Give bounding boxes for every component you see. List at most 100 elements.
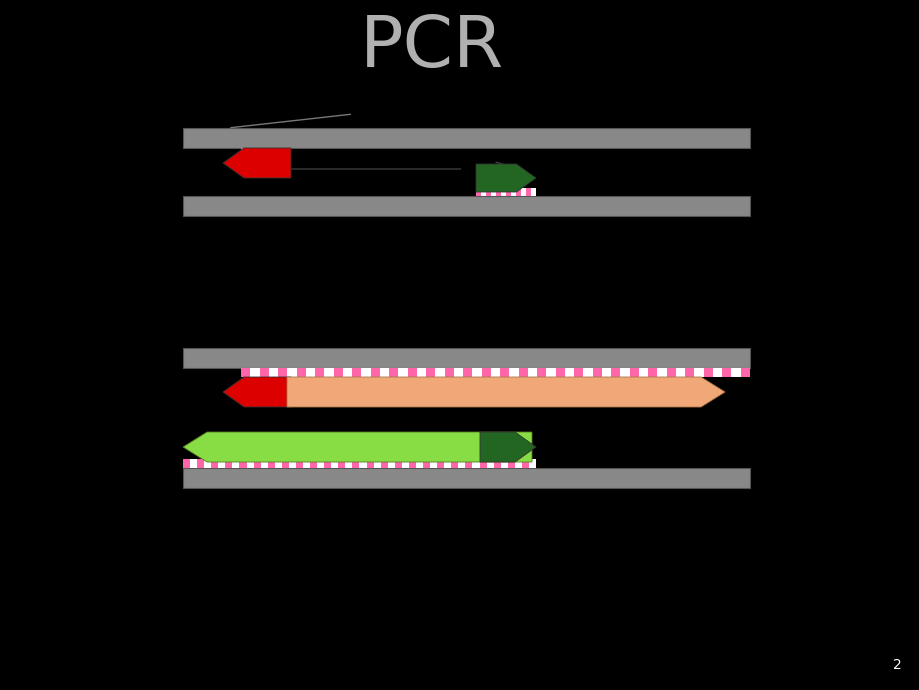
Text: 2: 2 [892, 658, 901, 672]
Bar [437, 459, 444, 468]
Bar [197, 459, 204, 468]
Bar [389, 368, 398, 377]
Bar [507, 459, 515, 468]
Bar [280, 148, 284, 156]
Bar [465, 459, 472, 468]
Bar [601, 368, 610, 377]
Bar [273, 148, 277, 156]
Bar [334, 368, 343, 377]
Text: defined
primers: defined primers [446, 151, 496, 180]
Bar [516, 188, 520, 196]
Bar [380, 368, 389, 377]
Bar [394, 459, 402, 468]
Polygon shape [480, 432, 536, 462]
Bar [190, 459, 197, 468]
Bar [740, 368, 749, 377]
Bar [521, 459, 528, 468]
Bar [260, 459, 267, 468]
Bar [314, 368, 323, 377]
Bar [305, 368, 314, 377]
Bar [712, 368, 721, 377]
Bar [415, 459, 423, 468]
Text: 5': 5' [159, 199, 171, 213]
Bar [218, 459, 225, 468]
Polygon shape [183, 432, 531, 462]
Bar [479, 459, 486, 468]
Bar [491, 368, 500, 377]
Bar [528, 459, 536, 468]
Bar [289, 459, 296, 468]
Bar [494, 459, 500, 468]
Bar [583, 368, 592, 377]
Text: 3': 3' [167, 440, 179, 453]
Bar [284, 148, 287, 156]
Bar [262, 148, 266, 156]
Bar [370, 368, 380, 377]
Text: PCR: PCR [360, 14, 504, 83]
Bar [471, 368, 481, 377]
Bar [183, 196, 749, 216]
Bar [373, 459, 380, 468]
Bar [430, 459, 437, 468]
Bar [694, 368, 703, 377]
Text: 3': 3' [761, 471, 773, 484]
Bar [259, 368, 268, 377]
Bar [250, 368, 259, 377]
Polygon shape [222, 148, 290, 178]
Bar [500, 368, 509, 377]
Bar [323, 459, 331, 468]
Bar [248, 148, 252, 156]
Bar [481, 368, 491, 377]
Bar [721, 368, 731, 377]
Bar [423, 459, 429, 468]
Bar [183, 348, 749, 368]
Bar [629, 368, 639, 377]
Bar [338, 459, 345, 468]
Bar [564, 368, 573, 377]
Bar [486, 459, 494, 468]
Bar [546, 368, 555, 377]
Text: 3': 3' [761, 199, 773, 213]
Bar [359, 459, 366, 468]
Bar [472, 459, 479, 468]
Bar [526, 188, 530, 196]
Bar [505, 188, 510, 196]
Text: 3': 3' [160, 351, 171, 364]
Bar [458, 459, 465, 468]
Bar [402, 459, 408, 468]
Bar [491, 188, 495, 196]
Bar [241, 368, 250, 377]
Bar [648, 368, 657, 377]
Bar [453, 368, 462, 377]
Bar [592, 368, 601, 377]
Bar [380, 459, 387, 468]
Text: 5': 5' [761, 132, 773, 144]
Bar [317, 459, 323, 468]
Bar [345, 459, 352, 468]
Bar [267, 459, 275, 468]
Bar [501, 188, 505, 196]
Bar [302, 459, 310, 468]
Bar [509, 368, 518, 377]
Bar [183, 128, 749, 148]
Bar [666, 368, 675, 377]
Bar [485, 188, 491, 196]
Bar [475, 188, 481, 196]
Bar [537, 368, 546, 377]
Bar [277, 148, 280, 156]
Bar [255, 148, 258, 156]
Polygon shape [222, 377, 290, 407]
Bar [278, 368, 287, 377]
Bar [518, 368, 528, 377]
Bar [233, 459, 239, 468]
Bar [211, 459, 218, 468]
Bar [287, 368, 296, 377]
Bar [398, 368, 407, 377]
Bar [225, 459, 233, 468]
Polygon shape [287, 377, 724, 407]
Bar [296, 459, 302, 468]
Bar [685, 368, 694, 377]
Bar [675, 368, 685, 377]
Bar [287, 148, 290, 156]
Bar [515, 459, 521, 468]
